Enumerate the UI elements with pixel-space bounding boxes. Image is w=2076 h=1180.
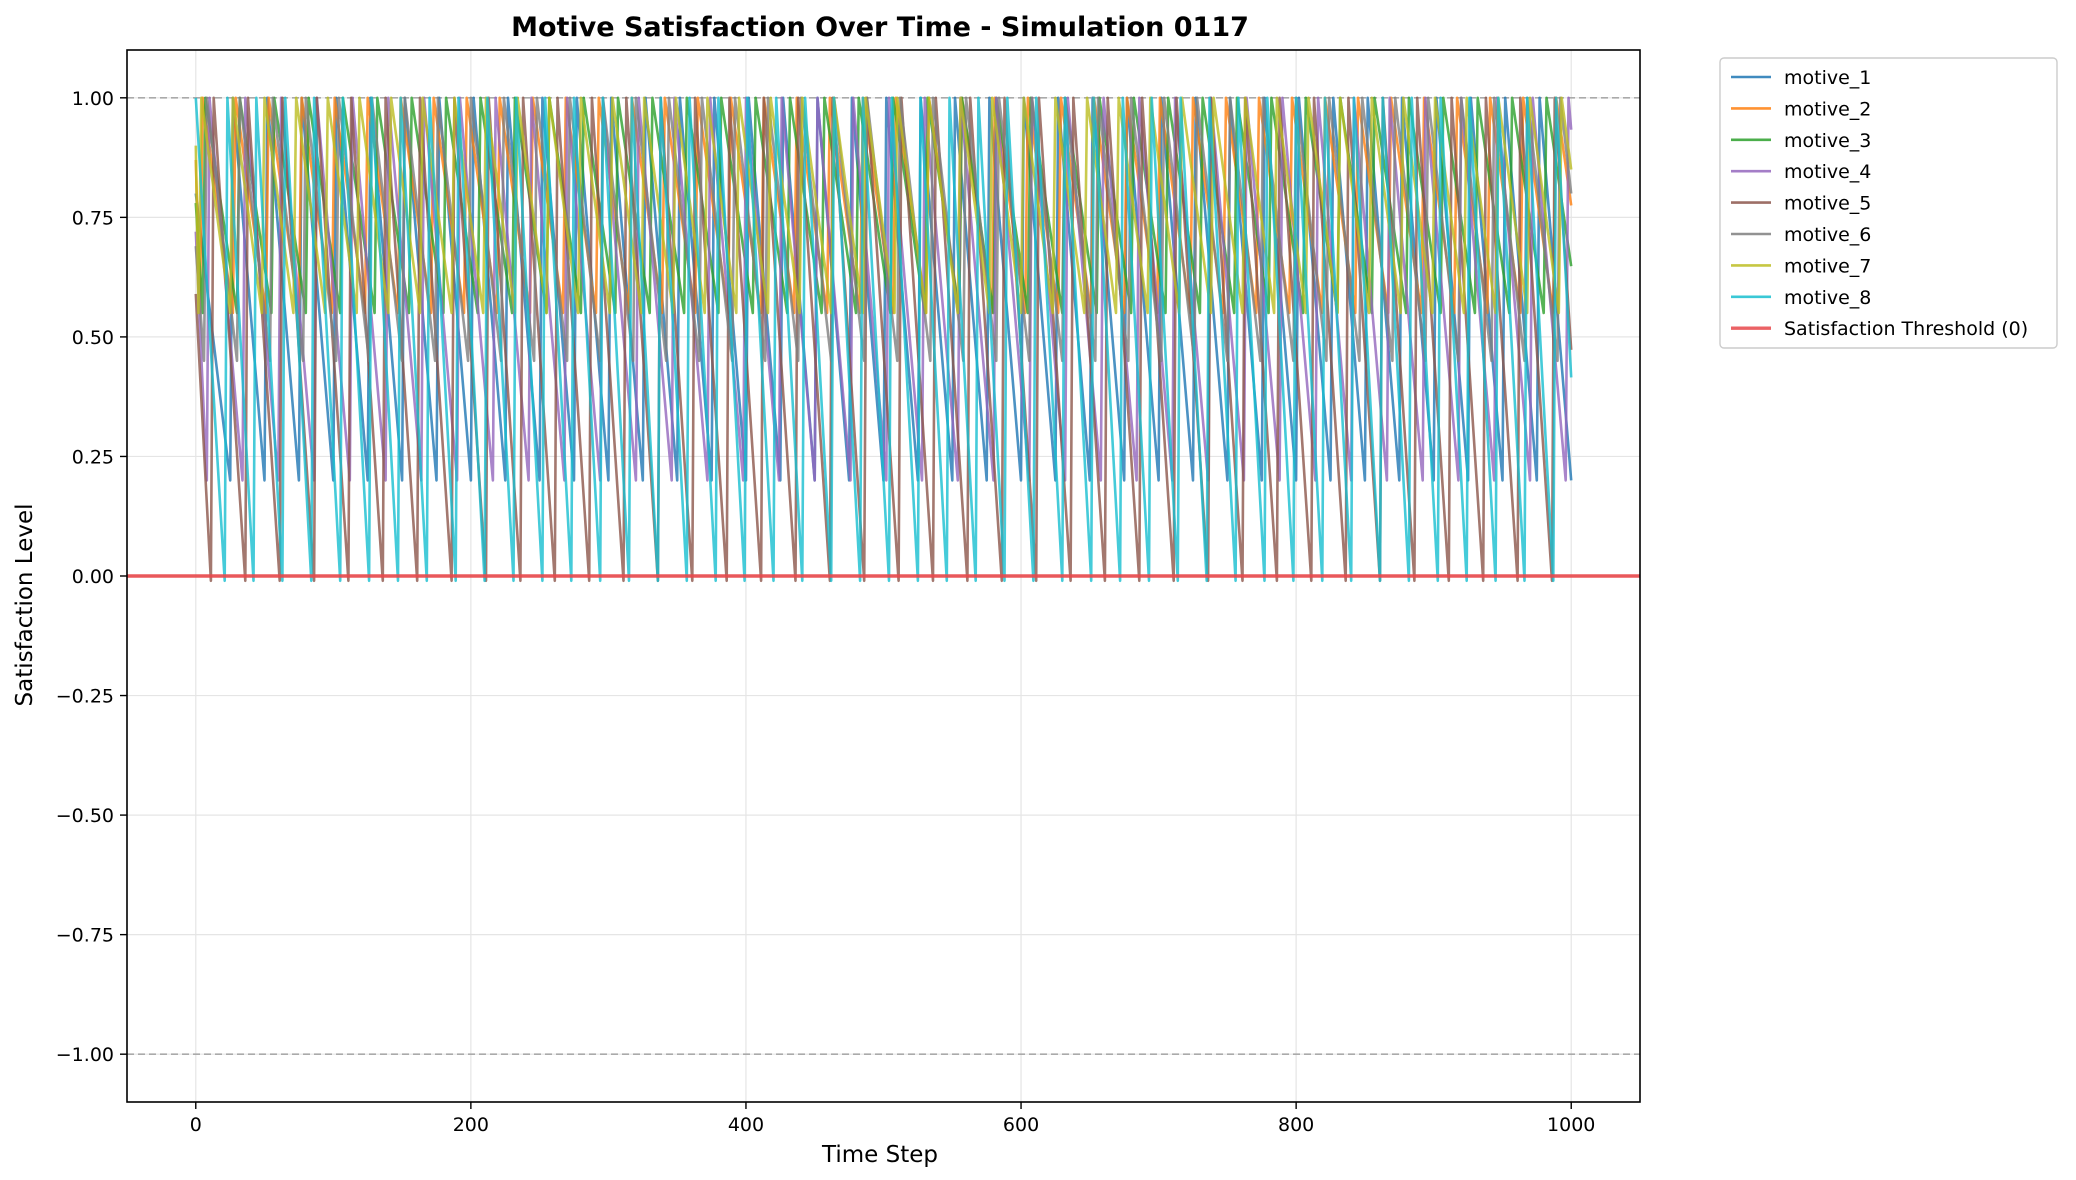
x-tick-label: 0 — [190, 1114, 202, 1136]
y-tick-label: 1.00 — [72, 88, 114, 110]
legend-label: motive_3 — [1784, 130, 1871, 152]
y-tick-label: −0.50 — [56, 805, 114, 827]
y-tick-label: 0.50 — [72, 327, 114, 349]
y-tick-label: 0.75 — [72, 207, 114, 229]
y-tick-label: 0.00 — [72, 566, 114, 588]
legend: motive_1 motive_2 motive_3 motive_4 motive_5… — [1719, 57, 2058, 349]
legend-label: motive_1 — [1784, 67, 1871, 89]
y-tick-label: −0.75 — [56, 925, 114, 947]
y-tick-label: 0.25 — [72, 446, 114, 468]
x-axis-title: Time Step — [821, 1142, 938, 1168]
legend-label: motive_2 — [1784, 98, 1871, 120]
series-group — [194, 96, 1573, 583]
y-tick-label: −1.00 — [56, 1044, 114, 1066]
legend-box — [1719, 57, 2058, 349]
legend-label: Satisfaction Threshold (0) — [1784, 318, 2028, 340]
y-axis-title: Satisfaction Level — [12, 503, 38, 706]
x-tick-label: 600 — [1003, 1114, 1039, 1136]
y-tick-label: −0.25 — [56, 686, 114, 708]
x-tick-label: 400 — [728, 1114, 764, 1136]
legend-label: motive_6 — [1784, 224, 1871, 246]
series-line-motive-7 — [194, 96, 1573, 315]
chart-title: Motive Satisfaction Over Time - Simulati… — [511, 12, 1249, 43]
legend-label: motive_4 — [1784, 161, 1871, 183]
plot-area: 0 200 400 600 800 1000 1.00 0.75 0.50 0.25 0.00 −0.… — [56, 49, 1641, 1136]
x-tick-label: 800 — [1278, 1114, 1314, 1136]
series-line-motive-8 — [194, 96, 1573, 583]
series-line-motive-5 — [194, 96, 1573, 583]
legend-label: motive_5 — [1784, 193, 1871, 215]
legend-label: motive_8 — [1784, 287, 1871, 309]
x-tick-label: 1000 — [1547, 1114, 1595, 1136]
x-tick-label: 200 — [453, 1114, 489, 1136]
legend-label: motive_7 — [1784, 255, 1871, 277]
